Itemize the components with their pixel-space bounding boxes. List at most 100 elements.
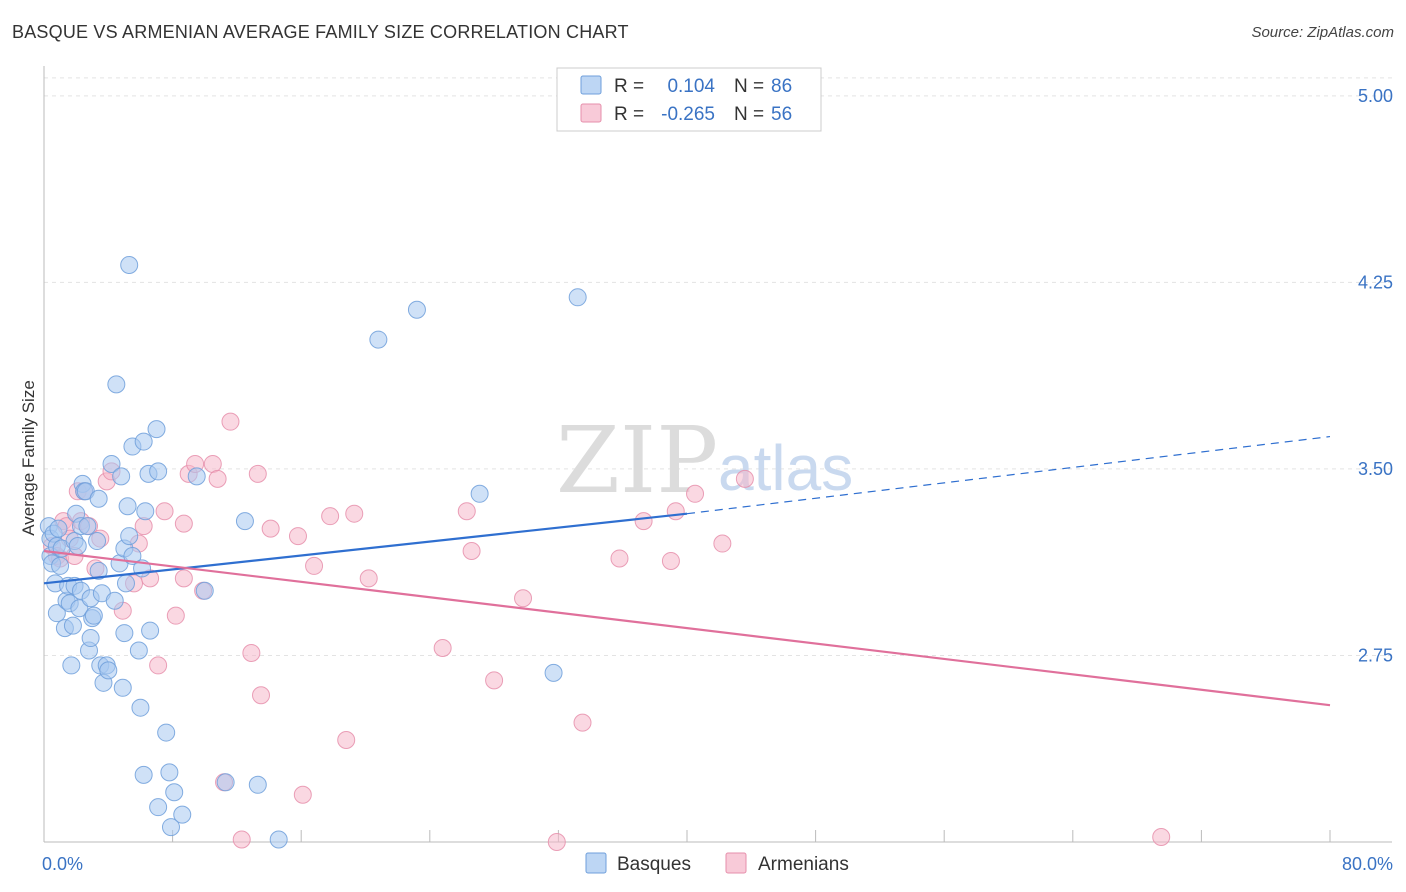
- point-basques-43: [107, 375, 126, 394]
- point-armenians-23: [174, 569, 193, 588]
- point-armenians-47: [485, 671, 504, 690]
- trend-lines: [43, 435, 1331, 707]
- point-basques-8: [49, 519, 68, 538]
- point-basques-76: [269, 830, 288, 849]
- point-basques-15: [62, 656, 81, 675]
- series-basques: [39, 255, 587, 849]
- point-armenians-34: [248, 464, 267, 483]
- point-armenians-33: [242, 643, 261, 662]
- point-basques-74: [235, 512, 254, 531]
- x-tick-label-min: 0.0%: [42, 854, 83, 874]
- point-basques-33: [88, 532, 107, 551]
- point-armenians-29: [208, 469, 227, 488]
- point-basques-46: [113, 678, 132, 697]
- point-armenians-41: [337, 731, 356, 750]
- basques-n-value: 86: [771, 76, 792, 97]
- tick-labels: 2.75 3.50 4.25 5.00 0.0% 80.0%: [42, 86, 1393, 874]
- series-legend: Basques Armenians: [585, 852, 849, 875]
- point-armenians-18: [134, 517, 153, 536]
- chart-title: BASQUE VS ARMENIAN AVERAGE FAMILY SIZE C…: [12, 22, 629, 42]
- point-basques-78: [407, 300, 426, 319]
- point-basques-58: [134, 432, 153, 451]
- point-basques-41: [102, 454, 121, 473]
- point-armenians-38: [293, 785, 312, 804]
- point-basques-35: [89, 561, 108, 580]
- point-armenians-32: [232, 830, 251, 849]
- point-basques-55: [129, 641, 148, 660]
- point-armenians-51: [610, 549, 629, 568]
- point-armenians-43: [359, 569, 378, 588]
- point-basques-47: [115, 624, 134, 643]
- point-basques-59: [134, 765, 153, 784]
- point-basques-77: [369, 330, 388, 349]
- point-armenians-40: [321, 507, 340, 526]
- point-armenians-48: [514, 589, 533, 608]
- point-basques-20: [68, 537, 87, 556]
- point-basques-52: [120, 255, 139, 274]
- point-basques-72: [195, 581, 214, 600]
- y-tick-label-5.00: 5.00: [1358, 86, 1393, 106]
- point-basques-40: [99, 661, 118, 680]
- point-basques-42: [105, 591, 124, 610]
- point-basques-7: [47, 604, 66, 623]
- legend-label-basques: Basques: [617, 854, 691, 875]
- point-basques-65: [149, 462, 168, 481]
- point-armenians-31: [221, 412, 240, 431]
- point-armenians-50: [573, 713, 592, 732]
- point-basques-81: [568, 288, 587, 307]
- basques-stat-swatch: [580, 75, 602, 95]
- gridlines: [44, 77, 1392, 656]
- basques-n-label: N =: [734, 76, 764, 97]
- point-armenians-58: [1152, 828, 1171, 847]
- point-armenians-54: [666, 502, 685, 521]
- legend-swatch-basques: [585, 852, 607, 874]
- point-basques-50: [118, 497, 137, 516]
- point-armenians-52: [634, 512, 653, 531]
- point-basques-80: [544, 663, 563, 682]
- point-basques-79: [470, 484, 489, 503]
- point-armenians-49: [547, 833, 566, 851]
- armenians-n-label: N =: [734, 104, 764, 125]
- source-credit: Source: ZipAtlas.com: [1251, 24, 1394, 41]
- point-basques-70: [173, 805, 192, 824]
- point-basques-45: [112, 467, 131, 486]
- point-basques-60: [136, 502, 155, 521]
- point-armenians-28: [203, 454, 222, 473]
- y-tick-label-4.25: 4.25: [1358, 272, 1393, 292]
- point-basques-21: [70, 599, 89, 618]
- point-basques-56: [131, 698, 150, 717]
- point-basques-62: [141, 621, 160, 640]
- point-basques-32: [84, 606, 103, 625]
- y-axis-title: Average Family Size: [19, 380, 38, 536]
- point-armenians-45: [457, 502, 476, 521]
- basques-r-label: R =: [614, 76, 644, 97]
- point-armenians-57: [735, 469, 754, 488]
- point-basques-75: [248, 775, 267, 794]
- watermark-atlas: atlas: [718, 432, 853, 504]
- x-tick-label-max: 80.0%: [1342, 854, 1393, 874]
- point-armenians-21: [155, 502, 174, 521]
- watermark: ZIP atlas: [556, 407, 853, 514]
- point-basques-66: [157, 723, 176, 742]
- point-basques-29: [81, 629, 100, 648]
- point-armenians-36: [261, 519, 280, 538]
- trend-armenians: [43, 549, 1331, 707]
- point-armenians-22: [166, 606, 185, 625]
- point-basques-71: [187, 467, 206, 486]
- point-armenians-20: [149, 656, 168, 675]
- point-basques-69: [165, 783, 184, 802]
- point-armenians-44: [433, 639, 452, 657]
- point-armenians-35: [252, 686, 271, 705]
- point-basques-49: [116, 574, 135, 593]
- point-basques-68: [161, 818, 180, 837]
- trend-basques: [43, 512, 688, 585]
- point-armenians-46: [462, 542, 481, 560]
- point-armenians-37: [288, 527, 307, 546]
- point-armenians-39: [305, 556, 324, 575]
- point-armenians-56: [713, 534, 732, 553]
- point-basques-9: [51, 556, 70, 575]
- y-tick-label-2.75: 2.75: [1358, 645, 1393, 665]
- trend-basques-extension: [686, 435, 1331, 515]
- armenians-n-value: 56: [771, 104, 792, 125]
- legend-label-armenians: Armenians: [758, 854, 849, 875]
